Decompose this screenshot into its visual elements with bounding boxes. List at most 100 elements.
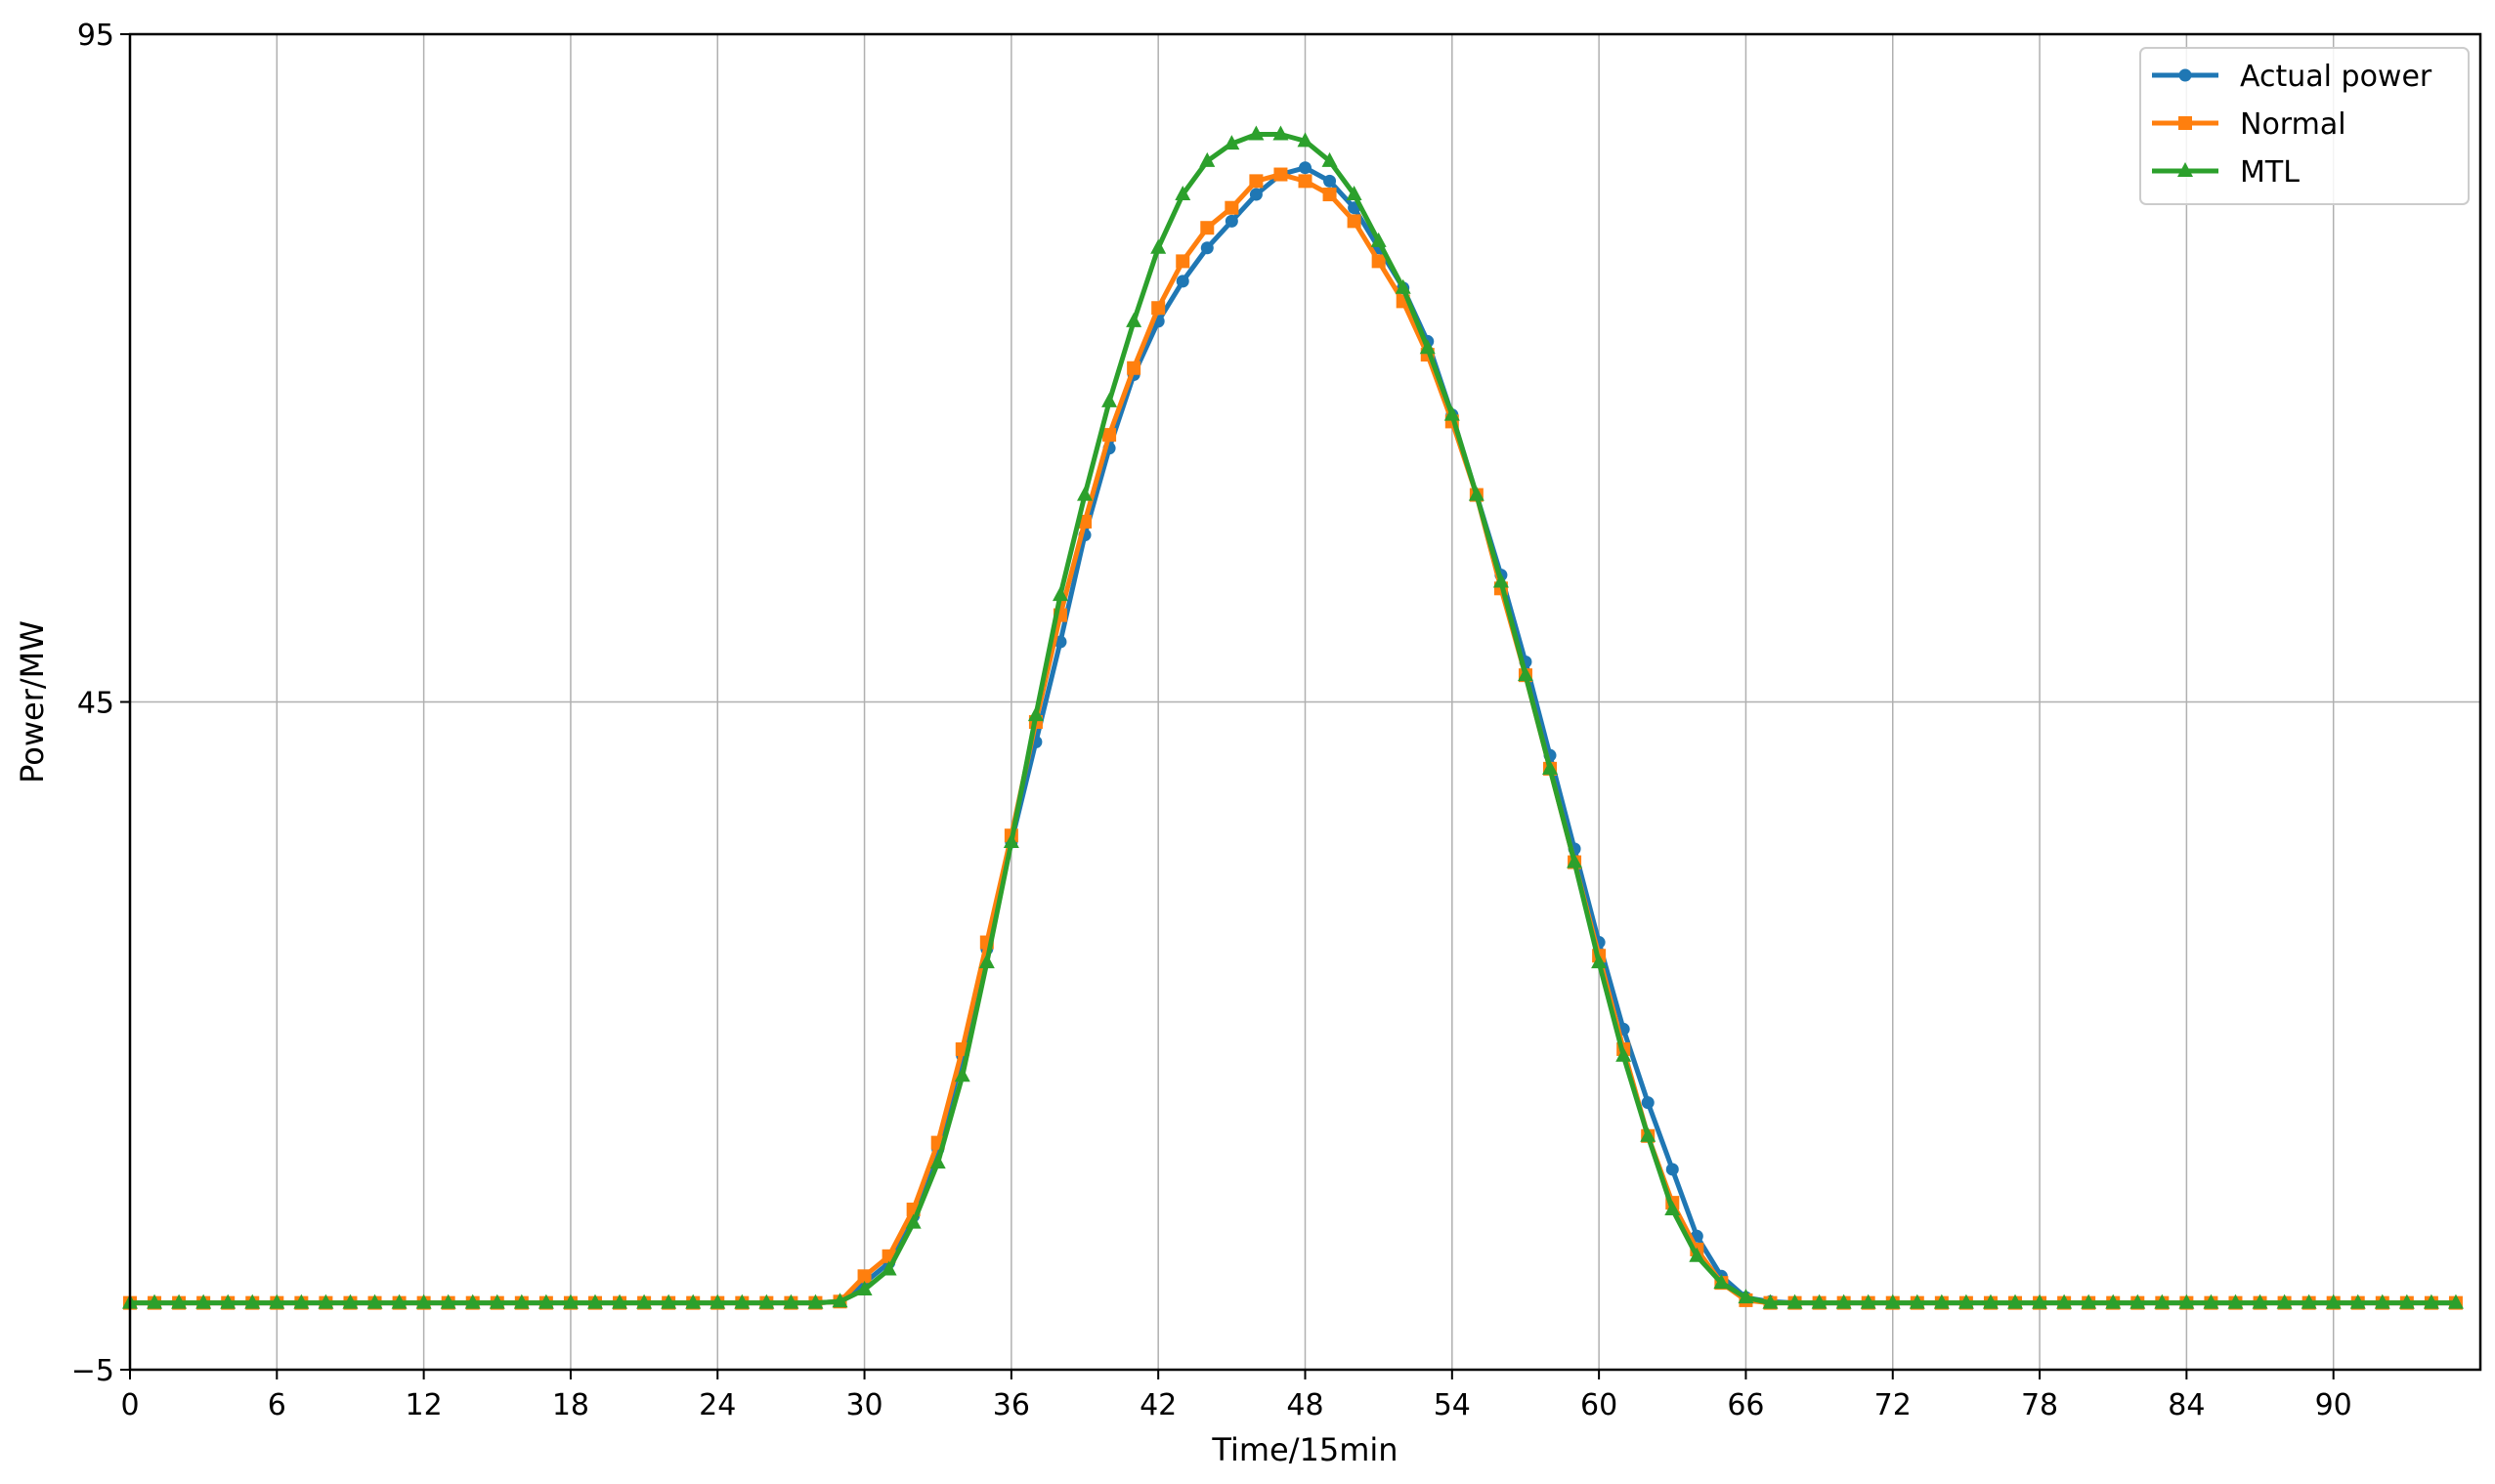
data-point-normal [1225,200,1239,215]
data-point-mtl [1957,1293,1974,1309]
data-point-mtl [2203,1293,2219,1309]
series-line-normal [130,172,2456,1306]
data-point-mtl [1224,135,1240,150]
data-point-normal [1249,174,1264,189]
data-point-mtl [758,1293,775,1309]
data-point-mtl [489,1293,505,1309]
data-point-mtl [1027,706,1044,722]
legend-item-actual-power: Actual power [2152,60,2432,94]
data-point-mtl [318,1293,334,1309]
data-point-mtl [832,1293,848,1308]
x-tick-label: 30 [845,1388,882,1422]
data-point-mtl [415,1293,432,1309]
data-point-mtl [1786,1293,1803,1309]
x-tick-label: 42 [1140,1388,1177,1422]
data-point-mtl [734,1293,751,1309]
data-point-mtl [2081,1293,2097,1309]
data-point-mtl [1395,278,1411,294]
data-point-mtl [366,1293,383,1309]
data-point-normal [1347,214,1361,229]
data-point-mtl [513,1293,530,1309]
data-point-normal [1273,167,1288,182]
data-point-mtl [1003,833,1019,849]
data-point-mtl [171,1293,188,1309]
data-point-mtl [1199,151,1216,167]
data-point-normal [1298,174,1312,189]
data-point-normal [1102,428,1117,443]
data-point-mtl [1492,572,1509,588]
x-tick-label: 78 [2021,1388,2058,1422]
x-tick-label: 18 [552,1388,589,1422]
data-point-mtl [440,1293,456,1309]
legend-label: Actual power [2240,60,2432,94]
data-point-mtl [1664,1200,1681,1215]
data-point-mtl [1052,586,1068,602]
legend-box [2139,47,2470,205]
data-point-mtl [1370,232,1387,247]
data-point-mtl [905,1213,922,1229]
data-point-normal [1151,301,1166,316]
data-point-mtl [293,1293,310,1309]
data-point-mtl [2105,1293,2122,1309]
data-point-mtl [1860,1293,1876,1309]
data-point-mtl [220,1293,237,1309]
data-point-mtl [2301,1293,2317,1309]
data-point-mtl [1077,486,1094,501]
x-tick-label: 66 [1727,1388,1764,1422]
data-point-mtl [1909,1293,1925,1309]
data-point-mtl [586,1293,603,1309]
data-point-normal [1371,254,1386,269]
data-point-mtl [244,1293,261,1309]
data-point-mtl [2374,1293,2390,1309]
x-axis-label: Time/15min [1211,1431,1398,1468]
data-point-mtl [881,1260,897,1276]
data-point-mtl [269,1293,285,1309]
series-line-actual-power [130,165,2456,1306]
x-tick-label: 6 [268,1388,286,1422]
data-point-actual-power [1665,1163,1679,1176]
legend-label: Normal [2240,107,2346,142]
data-point-mtl [1689,1247,1705,1262]
data-point-mtl [1811,1293,1828,1309]
data-point-mtl [2447,1293,2464,1309]
data-point-mtl [661,1293,677,1309]
data-point-mtl [1101,392,1118,407]
x-tick-label: 36 [993,1388,1030,1422]
legend-item-mtl: MTL [2152,155,2300,190]
legend-item-normal: Normal [2152,107,2346,142]
data-point-mtl [1567,853,1583,869]
data-point-mtl [1835,1293,1852,1309]
y-tick-label: 95 [77,19,114,53]
grid-lines [129,33,2480,1371]
data-point-mtl [2423,1293,2439,1309]
data-point-actual-power [1176,275,1189,288]
legend: Actual power Normal MTL [2139,47,2470,205]
series-mtl [122,125,2464,1309]
data-point-mtl [1126,312,1142,327]
y-axis-ticks: −5 45 95 [71,19,130,1388]
series-actual-power [123,161,2463,1310]
x-tick-label: 84 [2168,1388,2205,1422]
data-point-mtl [856,1280,873,1295]
data-point-mtl [1517,666,1533,682]
data-point-mtl [807,1293,824,1309]
data-point-mtl [2252,1293,2268,1309]
y-tick-label: −5 [71,1354,114,1388]
data-point-mtl [685,1293,702,1309]
data-point-mtl [929,1154,946,1169]
y-tick-label: 45 [77,687,114,721]
data-point-mtl [147,1293,163,1309]
series-lines [122,125,2464,1310]
data-point-mtl [1346,186,1362,201]
legend-marker [2178,116,2192,130]
data-point-mtl [1443,405,1460,421]
data-point-mtl [2007,1293,2024,1309]
data-point-mtl [978,954,995,969]
data-point-mtl [612,1293,628,1309]
data-point-mtl [1884,1293,1901,1309]
data-point-mtl [1419,339,1436,355]
data-point-mtl [342,1293,359,1309]
data-point-mtl [1762,1293,1779,1309]
data-point-normal [1176,254,1190,269]
